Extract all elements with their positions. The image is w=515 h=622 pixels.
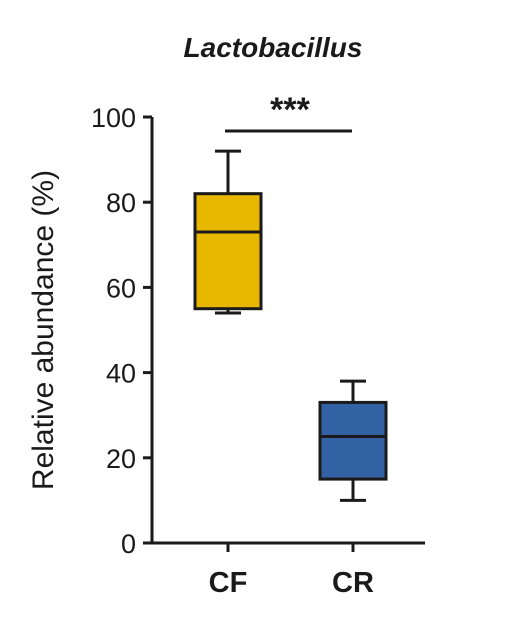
axes	[150, 117, 425, 545]
x-ticks: CF CR	[209, 543, 374, 599]
y-axis-label: Relative abundance (%)	[27, 170, 60, 490]
box-cf	[193, 149, 263, 315]
y-ticks: 0 20 40 60 80 100	[91, 103, 152, 559]
box-cr	[318, 379, 388, 502]
box-body	[318, 400, 388, 481]
chart-title: Lactobacillus	[184, 32, 363, 63]
x-tick-label: CF	[209, 567, 248, 599]
y-tick-label: 20	[106, 444, 136, 474]
y-tick-label: 100	[91, 103, 136, 133]
significance-label: ***	[270, 91, 310, 129]
x-tick-label: CR	[332, 567, 374, 599]
y-tick-label: 40	[106, 359, 136, 389]
y-tick-label: 60	[106, 273, 136, 303]
boxes	[193, 149, 388, 502]
box-body	[193, 192, 263, 311]
significance-annotation: ***	[225, 91, 352, 133]
y-tick-label: 80	[106, 188, 136, 218]
y-tick-label: 0	[121, 529, 136, 559]
